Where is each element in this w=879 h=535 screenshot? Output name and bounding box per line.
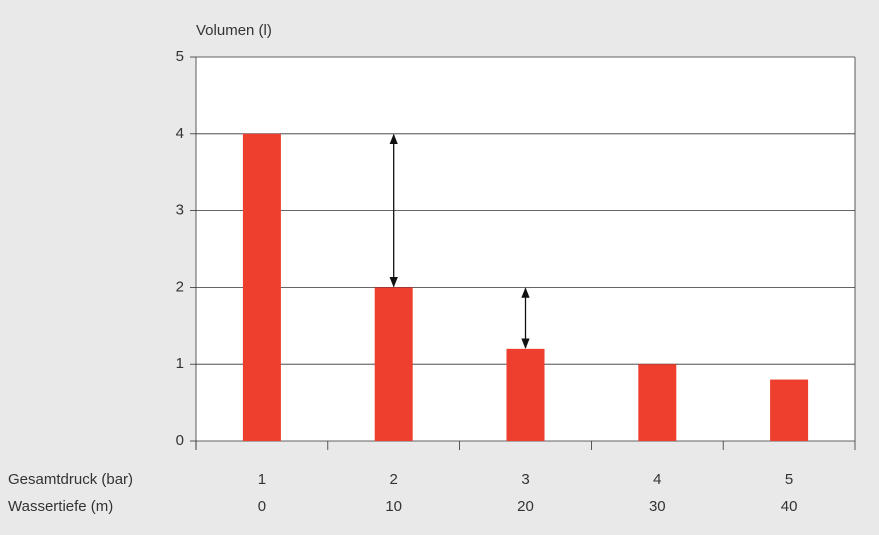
x2-axis-label: Wassertiefe (m): [8, 498, 113, 515]
x-tick-label: 1: [258, 471, 266, 488]
y-tick-label: 1: [176, 355, 184, 372]
x2-tick-label: 10: [385, 498, 402, 515]
y-axis-label: Volumen (l): [196, 22, 272, 39]
x-axis-label: Gesamtdruck (bar): [8, 471, 133, 488]
x2-tick-label: 30: [649, 498, 666, 515]
bar: [374, 287, 413, 441]
bar: [242, 133, 281, 442]
x-tick-label: 2: [390, 471, 398, 488]
x-tick-label: 4: [653, 471, 661, 488]
y-tick-label: 0: [176, 432, 184, 449]
x-tick-label: 3: [521, 471, 529, 488]
y-tick-label: 3: [176, 202, 184, 219]
bar: [638, 364, 677, 441]
x2-tick-label: 20: [517, 498, 534, 515]
y-tick-label: 4: [176, 125, 184, 142]
x-tick-label: 5: [785, 471, 793, 488]
bar: [506, 348, 545, 441]
bar: [770, 379, 809, 441]
y-tick-label: 2: [176, 278, 184, 295]
y-tick-label: 5: [176, 48, 184, 65]
x2-tick-label: 0: [258, 498, 266, 515]
x2-tick-label: 40: [781, 498, 798, 515]
